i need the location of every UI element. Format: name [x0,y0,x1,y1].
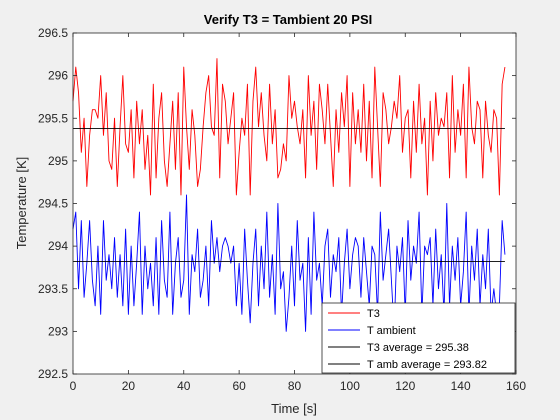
x-tick-label: 160 [506,379,526,393]
y-tick-label: 295.5 [38,111,68,125]
series-layer [72,58,506,332]
x-tick-label: 20 [122,379,136,393]
x-tick-label: 140 [451,379,471,393]
x-tick-label: 0 [70,379,77,393]
y-tick-label: 294 [48,239,68,253]
x-axis-label: Time [s] [271,401,317,416]
legend-label-t-ambient-line: T ambient [367,325,416,337]
y-tick-label: 296.5 [38,26,68,40]
y-tick-label: 294.5 [38,197,68,211]
x-tick-label: 100 [340,379,360,393]
y-tick-label: 293.5 [38,282,68,296]
legend-box [321,302,516,374]
x-tick-label: 40 [177,379,191,393]
x-tick-label: 80 [288,379,302,393]
legend-label-t-amb-average-line: T amb average = 293.82 [367,359,487,371]
x-tick-label: 120 [395,379,415,393]
y-axis-label: Temperature [K] [14,157,29,250]
legend-label-t3-average-line: T3 average = 295.38 [367,342,469,354]
series-t3-line [72,58,506,196]
y-tick-label: 295 [48,154,68,168]
legend: T3 T ambient T3 average = 295.38 T amb aver… [321,302,516,374]
y-tick-label: 292.5 [38,367,68,381]
x-tick-label: 60 [232,379,246,393]
chart-title: Verify T3 = Tambient 20 PSI [204,12,372,27]
y-tick-label: 296 [48,69,68,83]
y-tick-label: 293 [48,324,68,338]
tick-layer: 0 20 40 60 80 100 120 140 160 292.5 293 293.5 294 294… [38,26,526,393]
legend-label-t3-line: T3 [367,308,380,320]
